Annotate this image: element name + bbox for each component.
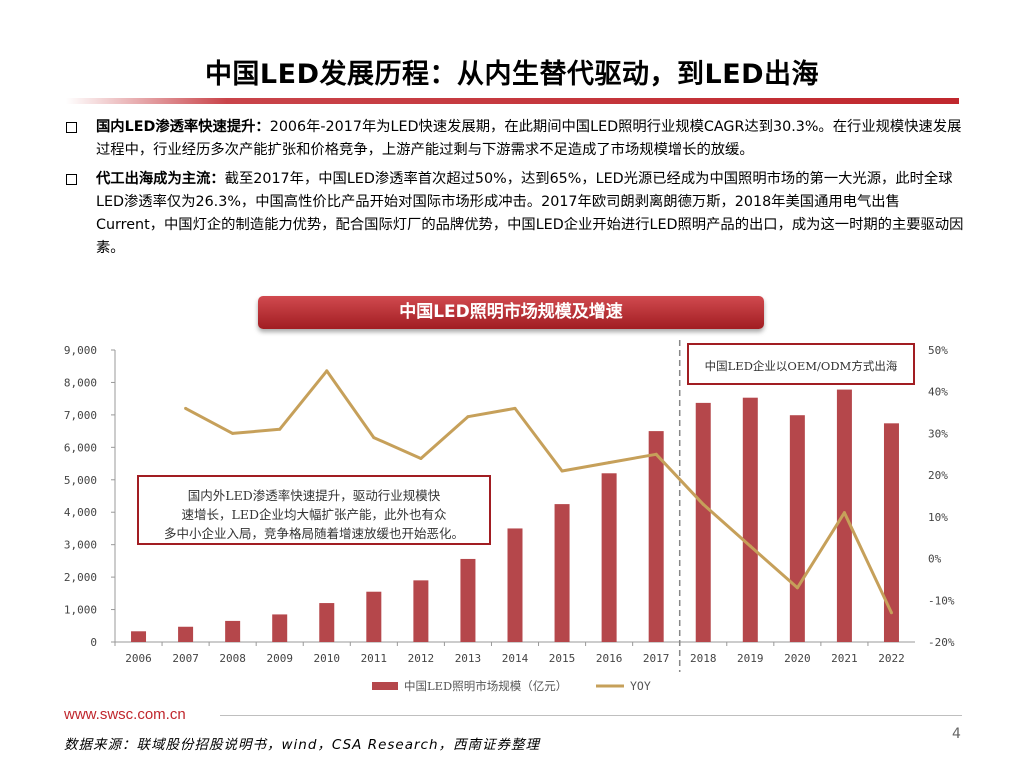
bar-2020 — [789, 415, 805, 642]
bar-2011 — [366, 591, 382, 642]
bullet-heading: 代工出海成为主流： — [96, 171, 225, 187]
bar-2016 — [601, 473, 617, 642]
yoy-point-2012 — [419, 456, 423, 460]
bar-2018 — [695, 402, 711, 642]
title-divider — [66, 98, 959, 104]
yoy-point-2011 — [372, 436, 376, 440]
right-tick-label: 40% — [928, 386, 948, 399]
bullet-list: 国内LED渗透率快速提升：2006年-2017年为LED快速发展期，在此期间中国… — [64, 116, 964, 266]
footer-divider — [220, 715, 962, 716]
bullet-item: 国内LED渗透率快速提升：2006年-2017年为LED快速发展期，在此期间中国… — [64, 116, 964, 162]
bar-2022 — [883, 423, 899, 642]
x-tick-label: 2015 — [549, 652, 576, 665]
right-tick-label: 10% — [928, 511, 948, 524]
bar-2013 — [460, 558, 476, 642]
yoy-line — [184, 369, 893, 614]
checkbox-bullet-icon — [66, 122, 77, 133]
bar-2010 — [319, 603, 335, 642]
left-tick-label: 4,000 — [64, 506, 97, 519]
annotation-left-line: 国内外LED渗透率快速提升，驱动行业规模快 — [188, 488, 441, 503]
x-tick-label: 2007 — [172, 652, 199, 665]
legend-bar-label: 中国LED照明市场规模（亿元） — [404, 679, 567, 693]
bullet-text: 截至2017年，中国LED渗透率首次超过50%，达到65%，LED光源已经成为中… — [96, 171, 964, 256]
legend-bar-swatch — [372, 682, 398, 690]
yoy-point-2009 — [278, 427, 282, 431]
bullet-text: 2006年-2017年为LED快速发展期，在此期间中国LED照明行业规模CAGR… — [96, 119, 962, 158]
left-tick-label: 7,000 — [64, 409, 97, 422]
bar-2017 — [648, 431, 664, 642]
left-tick-label: 8,000 — [64, 376, 97, 389]
right-tick-label: 0% — [928, 553, 942, 566]
yoy-point-2017 — [654, 452, 658, 456]
bar-2009 — [272, 614, 288, 642]
annotation-box-right — [687, 343, 915, 385]
x-tick-label: 2019 — [737, 652, 764, 665]
yoy-point-2014 — [513, 406, 517, 410]
x-tick-label: 2018 — [690, 652, 717, 665]
data-source: 数据来源：联域股份招股说明书，wind，CSA Research，西南证券整理 — [64, 737, 541, 753]
x-tick-label: 2013 — [455, 652, 482, 665]
bar-2012 — [413, 580, 429, 642]
left-tick-label: 3,000 — [64, 539, 97, 552]
bar-2014 — [507, 528, 523, 642]
right-tick-label: 50% — [928, 344, 948, 357]
x-tick-label: 2008 — [219, 652, 246, 665]
yoy-point-2018 — [701, 502, 705, 506]
annotation-left-line: 多中小企业入局，竞争格局随着增速放缓也开始恶化。 — [164, 526, 464, 541]
annotation-box-left — [137, 475, 491, 545]
left-tick-label: 9,000 — [64, 344, 97, 357]
yoy-point-2020 — [795, 586, 799, 590]
right-tick-label: -20% — [928, 636, 955, 649]
chart: 0 1,000 2,000 3,000 4,000 5,000 6,000 7,000 8,00… — [64, 340, 955, 693]
bullet-item: 代工出海成为主流：截至2017年，中国LED渗透率首次超过50%，达到65%，L… — [64, 168, 964, 260]
left-tick-label: 6,000 — [64, 441, 97, 454]
x-tick-label: 2017 — [643, 652, 670, 665]
left-tick-label: 5,000 — [64, 474, 97, 487]
x-tick-label: 2012 — [408, 652, 435, 665]
bar-2008 — [225, 620, 241, 642]
page-number: 4 — [952, 726, 961, 742]
chart-title: 中国LED照明市场规模及增速 — [258, 296, 764, 329]
left-tick-label: 1,000 — [64, 604, 97, 617]
yoy-point-2007 — [184, 406, 188, 410]
yoy-point-2019 — [748, 544, 752, 548]
bar-2019 — [742, 397, 758, 642]
left-tick-label: 2,000 — [64, 571, 97, 584]
page-title: 中国LED发展历程：从内生替代驱动，到LED出海 — [204, 59, 820, 90]
x-tick-label: 2021 — [831, 652, 858, 665]
x-tick-label: 2010 — [314, 652, 341, 665]
yoy-point-2022 — [889, 611, 893, 615]
legend-line-label: YOY — [630, 679, 651, 693]
x-tick-label: 2016 — [596, 652, 623, 665]
yoy-point-2016 — [607, 461, 611, 465]
yoy-point-2015 — [560, 469, 564, 473]
x-tick-label: 2011 — [361, 652, 388, 665]
right-tick-label: -10% — [928, 594, 955, 607]
bar-2006 — [131, 631, 147, 642]
yoy-point-2013 — [466, 415, 470, 419]
bar-2007 — [178, 626, 194, 642]
bullet-heading: 国内LED渗透率快速提升： — [96, 119, 270, 135]
annotation-right-text: 中国LED企业以OEM/ODM方式出海 — [705, 359, 898, 373]
x-tick-label: 2014 — [502, 652, 529, 665]
left-tick-label: 0 — [90, 636, 97, 649]
checkbox-bullet-icon — [66, 174, 77, 185]
footer-url: www.swsc.com.cn — [64, 706, 186, 723]
x-tick-label: 2022 — [878, 652, 905, 665]
right-tick-label: 20% — [928, 469, 948, 482]
x-tick-label: 2009 — [266, 652, 293, 665]
annotation-left-line: 速增长，LED企业均大幅扩张产能，此外也有众 — [182, 507, 447, 522]
x-tick-label: 2006 — [125, 652, 152, 665]
right-tick-label: 30% — [928, 427, 948, 440]
bar-2015 — [554, 504, 570, 642]
x-tick-label: 2020 — [784, 652, 811, 665]
yoy-point-2010 — [325, 369, 329, 373]
yoy-point-2021 — [842, 511, 846, 515]
yoy-point-2008 — [231, 431, 235, 435]
